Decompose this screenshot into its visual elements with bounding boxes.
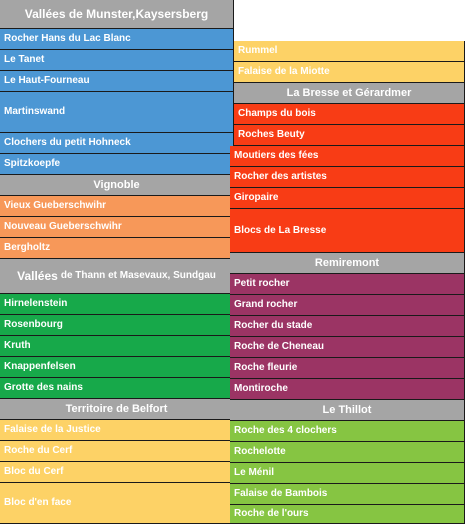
list-item[interactable]: Vieux Gueberschwihr [0,196,234,217]
list-item[interactable]: Falaise de Bambois [230,484,465,505]
list-item[interactable]: Martinswand [0,92,234,133]
list-item[interactable]: Falaise de la Miotte [234,62,465,83]
list-item[interactable]: Bloc du Cerf [0,462,234,483]
list-item[interactable]: Roche du Cerf [0,441,234,462]
list-item[interactable]: Giropaire [230,188,465,209]
list-item[interactable]: Nouveau Gueberschwihr [0,217,234,238]
list-item[interactable]: Rocher du stade [230,316,465,337]
remiremont-header: Remiremont [230,253,465,274]
list-item[interactable]: Le Tanet [0,50,234,71]
thillot-header: Le Thillot [230,400,465,421]
list-item[interactable]: Le Ménil [230,463,465,484]
list-item[interactable]: Kruth [0,336,234,357]
list-item[interactable]: Grotte des nains [0,378,234,399]
list-item[interactable]: Hirnelenstein [0,294,234,315]
bresse-header: La Bresse et Gérardmer [234,83,465,104]
list-item[interactable]: Rochelotte [230,442,465,463]
list-item[interactable]: Knappenfelsen [0,357,234,378]
list-item[interactable]: Roche de Cheneau [230,337,465,358]
list-item[interactable]: Montiroche [230,379,465,400]
list-item[interactable]: Roche de l'ours [230,505,465,524]
thann-header: Vallées de Thann et Masevaux, Sundgau [0,259,234,294]
vignoble-header: Vignoble [0,175,234,196]
list-item[interactable]: Petit rocher [230,274,465,295]
list-item[interactable]: Rocher des artistes [230,167,465,188]
list-item[interactable]: Le Haut-Fourneau [0,71,234,92]
munster-header: Vallées de Munster,Kaysersberg [0,0,234,29]
list-item[interactable]: Falaise de la Justice [0,420,234,441]
list-item[interactable]: Rosenbourg [0,315,234,336]
list-item[interactable]: Champs du bois [234,104,465,125]
list-item[interactable]: Roches Beuty [234,125,465,146]
thann-header-main: Vallées [17,269,58,283]
list-item[interactable]: Bergholtz [0,238,234,259]
list-item[interactable]: Grand rocher [230,295,465,316]
list-item[interactable]: Rummel [234,41,465,62]
list-item[interactable]: Spitzkoepfe [0,154,234,175]
list-item[interactable]: Blocs de La Bresse [230,209,465,253]
list-item[interactable]: Bloc d'en face [0,483,234,524]
list-item[interactable]: Rocher Hans du Lac Blanc [0,29,234,50]
list-item[interactable]: Roche fleurie [230,358,465,379]
thann-header-rest: de Thann et Masevaux, Sundgau [60,270,216,281]
list-item[interactable]: Clochers du petit Hohneck [0,133,234,154]
list-item[interactable]: Moutiers des fées [230,146,465,167]
belfort-header: Territoire de Belfort [0,399,234,420]
list-item[interactable]: Roche des 4 clochers [230,421,465,442]
